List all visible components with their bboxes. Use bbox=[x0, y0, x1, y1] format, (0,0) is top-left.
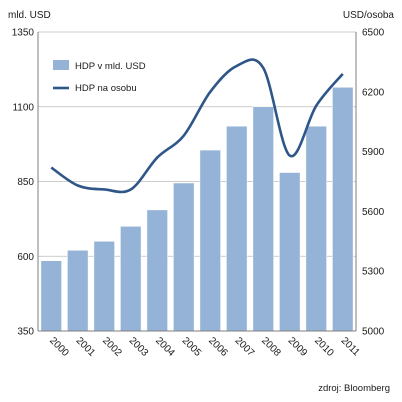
left-axis-tick-label: 600 bbox=[17, 252, 34, 263]
x-axis-tick-label: 2006 bbox=[206, 335, 230, 359]
x-axis-tick-label: 2008 bbox=[259, 335, 283, 359]
x-axis-tick-label: 2010 bbox=[312, 335, 336, 359]
right-axis-tick-label: 5900 bbox=[362, 147, 385, 158]
bar bbox=[332, 87, 354, 332]
right-axis-tick-label: 6200 bbox=[362, 87, 385, 98]
bar bbox=[305, 125, 327, 332]
bar bbox=[93, 241, 115, 332]
x-axis-tick-label: 2001 bbox=[74, 335, 98, 359]
bar bbox=[40, 260, 62, 332]
legend-bar-swatch bbox=[53, 60, 69, 70]
right-axis-tick-label: 5000 bbox=[362, 327, 385, 338]
x-axis-tick-label: 2002 bbox=[100, 335, 124, 359]
left-axis-tick-label: 1350 bbox=[12, 28, 35, 39]
x-axis-tick-label: 2007 bbox=[233, 335, 257, 359]
source-note: zdroj: Bloomberg bbox=[318, 383, 390, 394]
right-axis-tick-label: 6500 bbox=[362, 28, 385, 39]
x-axis-tick-label: 2004 bbox=[153, 335, 177, 359]
bar bbox=[279, 172, 301, 332]
bar bbox=[146, 209, 168, 332]
left-axis-tick-label: 350 bbox=[17, 327, 34, 338]
right-axis-tick-label: 5300 bbox=[362, 267, 385, 278]
bar bbox=[226, 125, 248, 332]
bar bbox=[252, 106, 274, 332]
left-axis-tick-label: 1100 bbox=[12, 102, 34, 113]
legend-bar-label: HDP v mld. USD bbox=[75, 61, 146, 72]
left-axis-tick-label: 850 bbox=[17, 177, 34, 188]
bar bbox=[67, 250, 89, 332]
bar bbox=[173, 182, 195, 332]
bar bbox=[199, 149, 221, 332]
x-axis-tick-label: 2003 bbox=[127, 335, 151, 359]
bar bbox=[120, 226, 142, 332]
x-axis-tick-label: 2000 bbox=[47, 335, 71, 359]
left-axis-unit-label: mld. USD bbox=[8, 10, 51, 21]
legend-line-label: HDP na osobu bbox=[75, 83, 137, 94]
x-axis-tick-label: 2005 bbox=[180, 335, 204, 359]
x-axis-tick-label: 2011 bbox=[339, 335, 362, 358]
right-axis-tick-label: 5600 bbox=[362, 207, 385, 218]
line-series-path bbox=[50, 58, 344, 194]
x-axis-tick-label: 2009 bbox=[286, 335, 310, 359]
right-axis-unit-label: USD/osoba bbox=[342, 10, 394, 21]
